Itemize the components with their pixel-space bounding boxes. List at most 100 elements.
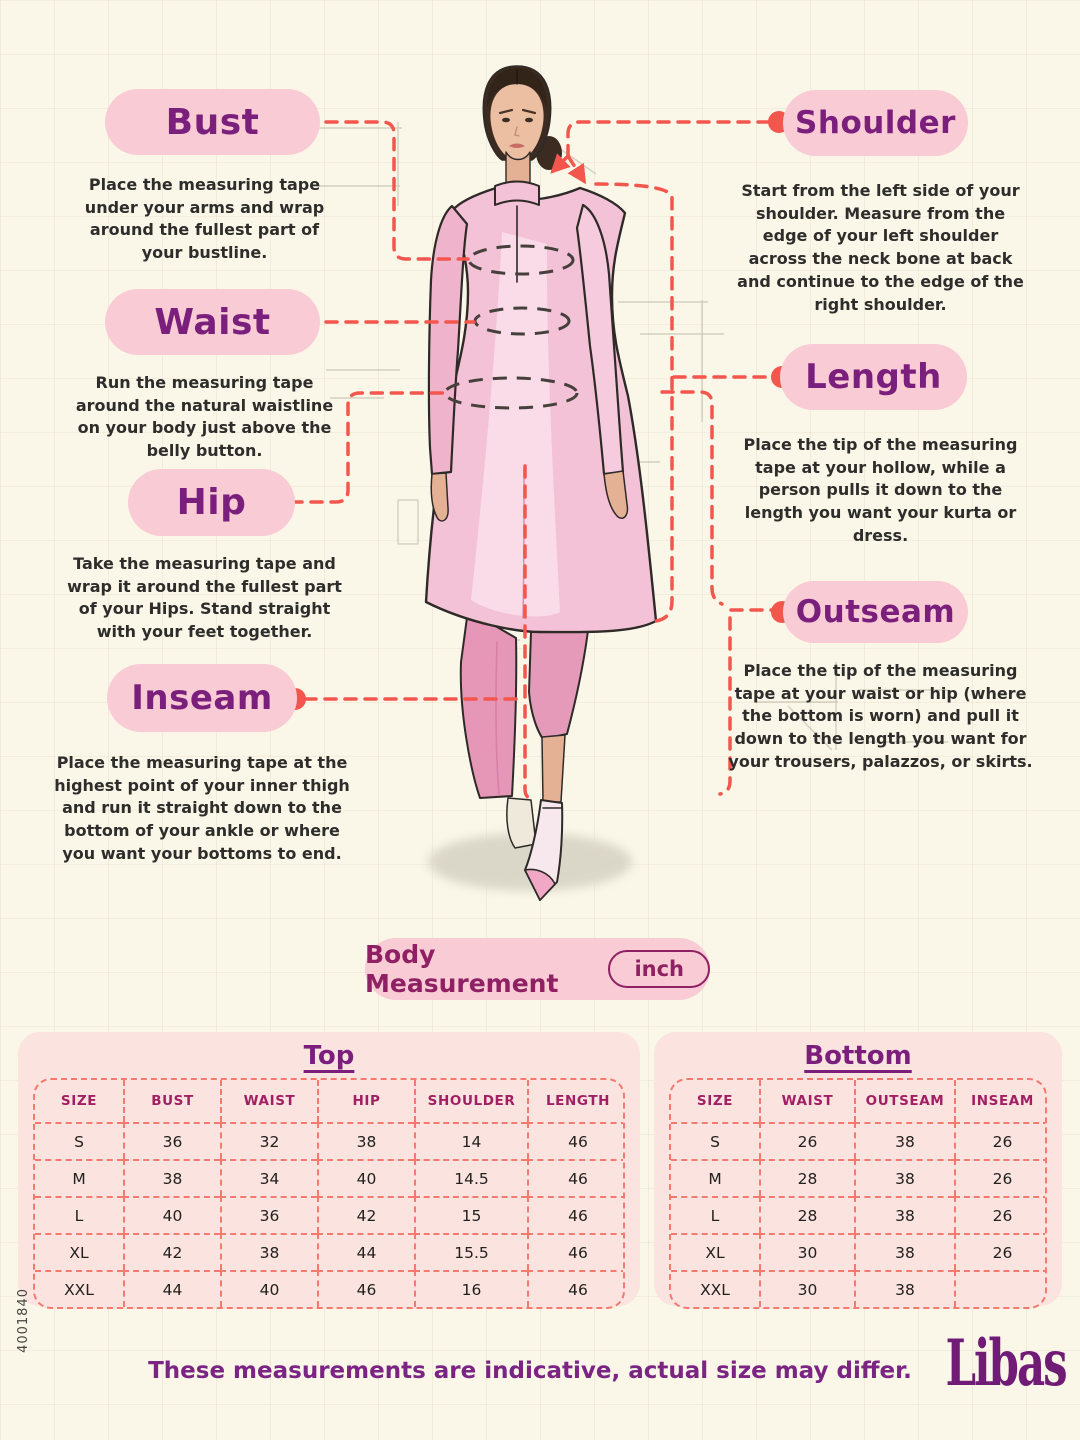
column-header: BUST: [123, 1080, 220, 1122]
table-cell: 38: [854, 1122, 954, 1159]
body-measurement-bar: Body Measurement inch: [365, 938, 710, 1000]
table-cell: 16: [414, 1270, 527, 1307]
table-cell: XL: [671, 1233, 759, 1270]
column-header: INSEAM: [954, 1080, 1045, 1122]
table-cell: 46: [527, 1122, 623, 1159]
table-cell: S: [35, 1122, 123, 1159]
outseam-label: Outseam: [795, 594, 956, 630]
hip-connector: [289, 391, 446, 504]
column-header: LENGTH: [527, 1080, 623, 1122]
table-cell: 38: [317, 1122, 414, 1159]
table-cell: XL: [35, 1233, 123, 1270]
table-cell: [954, 1270, 1045, 1307]
table-cell: 42: [317, 1196, 414, 1233]
inseam-label-pill: Inseam: [107, 664, 297, 732]
table-cell: 38: [123, 1159, 220, 1196]
table-cell: 30: [759, 1270, 854, 1307]
table-cell: XXL: [671, 1270, 759, 1307]
column-header: OUTSEAM: [854, 1080, 954, 1122]
inseam-line: [523, 464, 536, 801]
table-cell: M: [35, 1159, 123, 1196]
inseam-description: Place the measuring tape at the highest …: [54, 753, 350, 863]
style-code: 4001840: [16, 1288, 31, 1353]
column-header: WAIST: [220, 1080, 317, 1122]
shoulder-arrow-right: [566, 154, 587, 185]
table-cell: 34: [220, 1159, 317, 1196]
table-cell: 14.5: [414, 1159, 527, 1196]
table-cell: 38: [220, 1233, 317, 1270]
table-cell: 15: [414, 1196, 527, 1233]
table-cell: 36: [220, 1196, 317, 1233]
table-cell: 26: [759, 1122, 854, 1159]
sketch-lines: [316, 122, 948, 751]
table-cell: 38: [854, 1159, 954, 1196]
brand-logo: Libas: [945, 1326, 1068, 1401]
fashion-figure: [424, 65, 658, 901]
column-header: SIZE: [60, 1093, 98, 1109]
table-cell: 26: [954, 1233, 1045, 1270]
table-cell: XXL: [35, 1270, 123, 1307]
table-cell: 40: [220, 1270, 317, 1307]
outseam-description: Place the tip of the measuring tape at y…: [728, 661, 1033, 771]
table-cell: 38: [854, 1196, 954, 1233]
table-cell: 30: [759, 1233, 854, 1270]
unit-toggle[interactable]: inch: [608, 950, 710, 988]
table-cell: 28: [759, 1159, 854, 1196]
bottom-size-card: Bottom SIZE WAIST OUTSEAM INSEAM S 26 38 26 M 28 3…: [654, 1032, 1062, 1309]
table-cell: 26: [954, 1196, 1045, 1233]
table-cell: 26: [954, 1159, 1045, 1196]
length-description: Place the tip of the measuring tape at y…: [743, 435, 1018, 545]
column-header: SIZE: [696, 1093, 734, 1109]
table-cell: 46: [527, 1159, 623, 1196]
outseam-label-pill: Outseam: [783, 581, 968, 643]
shoulder-label: Shoulder: [795, 105, 956, 141]
table-cell: 15.5: [414, 1233, 527, 1270]
table-cell: L: [35, 1196, 123, 1233]
table-cell: L: [671, 1196, 759, 1233]
top-size-card: Top SIZE BUST WAIST HIP SHOULDER LENGTH S 36 32 3…: [18, 1032, 640, 1309]
table-cell: 46: [317, 1270, 414, 1307]
shoulder-arrow-left: [550, 153, 571, 174]
length-label-pill: Length: [780, 344, 967, 410]
table-cell: 28: [759, 1196, 854, 1233]
table-cell: 26: [954, 1122, 1045, 1159]
top-size-table: SIZE BUST WAIST HIP SHOULDER LENGTH S 36 32 38 14 4…: [33, 1078, 625, 1309]
hip-label: Hip: [176, 482, 247, 523]
table-cell: 38: [854, 1270, 954, 1307]
table-cell: 38: [854, 1233, 954, 1270]
table-cell: 46: [527, 1196, 623, 1233]
waist-description: Run the measuring tape around the natura…: [75, 373, 334, 461]
table-cell: 40: [123, 1196, 220, 1233]
table-cell: 46: [527, 1270, 623, 1307]
hip-label-pill: Hip: [128, 469, 295, 536]
bust-label: Bust: [165, 101, 260, 143]
table-cell: 44: [317, 1233, 414, 1270]
shoulder-description: Start from the left side of your shoulde…: [737, 181, 1024, 314]
bottom-table-title: Bottom: [804, 1041, 912, 1071]
table-cell: 32: [220, 1122, 317, 1159]
table-cell: 36: [123, 1122, 220, 1159]
bust-description: Place the measuring tape under your arms…: [84, 175, 325, 263]
bust-label-pill: Bust: [105, 89, 320, 155]
body-measurement-label: Body Measurement: [365, 940, 559, 998]
shoulder-connector: [566, 120, 771, 158]
length-label: Length: [805, 357, 942, 397]
table-cell: 40: [317, 1159, 414, 1196]
table-cell: M: [671, 1159, 759, 1196]
bust-connector: [304, 120, 470, 261]
hip-description: Take the measuring tape and wrap it arou…: [67, 554, 342, 642]
table-cell: 46: [527, 1233, 623, 1270]
table-cell: 42: [123, 1233, 220, 1270]
column-header: WAIST: [759, 1080, 854, 1122]
length-line: [594, 182, 674, 625]
table-cell: S: [671, 1122, 759, 1159]
top-table-title: Top: [303, 1041, 355, 1071]
inseam-label: Inseam: [131, 678, 273, 718]
waist-label-pill: Waist: [105, 289, 320, 355]
bottom-size-table: SIZE WAIST OUTSEAM INSEAM S 26 38 26 M 28 38 26 L 28 3…: [669, 1078, 1047, 1309]
table-cell: 14: [414, 1122, 527, 1159]
waist-label: Waist: [154, 301, 271, 343]
column-header: SHOULDER: [414, 1080, 527, 1122]
